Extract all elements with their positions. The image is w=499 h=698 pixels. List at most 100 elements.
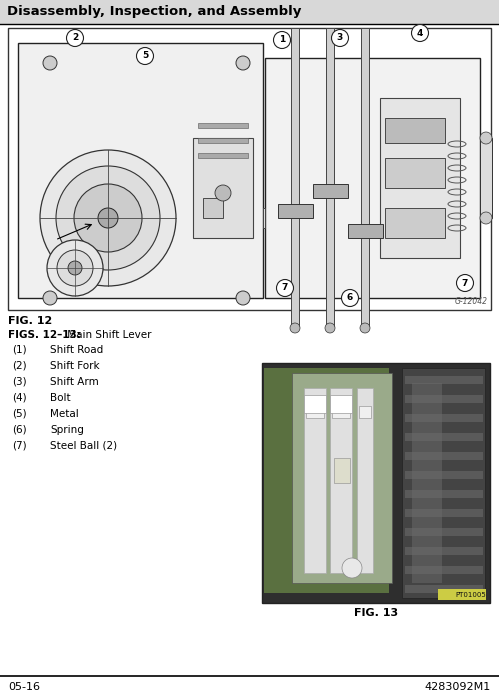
Bar [203, 198, 223, 218]
Circle shape [480, 132, 492, 144]
Circle shape [236, 56, 250, 70]
Circle shape [412, 24, 429, 41]
Bar [405, 395, 483, 403]
Bar [402, 368, 485, 598]
Bar [438, 589, 486, 600]
Bar [304, 395, 326, 413]
Bar [198, 138, 248, 143]
Text: (1): (1) [12, 345, 26, 355]
Circle shape [360, 323, 370, 333]
Bar [405, 376, 483, 384]
Text: 7: 7 [282, 283, 288, 292]
Text: Metal: Metal [50, 409, 79, 419]
Bar [313, 184, 348, 198]
Bar [198, 123, 248, 128]
Text: (5): (5) [12, 409, 26, 419]
Bar [359, 406, 371, 418]
Text: 7: 7 [462, 279, 468, 288]
Circle shape [341, 290, 358, 306]
Circle shape [43, 56, 57, 70]
Text: FIG. 13: FIG. 13 [354, 608, 398, 618]
Text: G-12042: G-12042 [455, 297, 488, 306]
Text: FIGS. 12–13:: FIGS. 12–13: [8, 330, 81, 340]
Circle shape [290, 323, 300, 333]
Bar [357, 388, 373, 573]
Bar [332, 406, 350, 418]
Bar [405, 509, 483, 517]
Text: Spring: Spring [50, 425, 84, 435]
Text: Bolt: Bolt [50, 393, 71, 403]
Bar [348, 224, 383, 238]
Circle shape [66, 29, 83, 47]
Bar [330, 395, 352, 413]
Text: (6): (6) [12, 425, 26, 435]
Text: Disassembly, Inspection, and Assembly: Disassembly, Inspection, and Assembly [7, 6, 301, 19]
Bar [0, 0, 499, 24]
Bar [385, 208, 445, 238]
Bar [262, 363, 490, 603]
Text: 5: 5 [142, 52, 148, 61]
Circle shape [57, 250, 93, 286]
Circle shape [68, 261, 82, 275]
Circle shape [137, 47, 154, 64]
Circle shape [276, 279, 293, 297]
Text: (2): (2) [12, 361, 26, 371]
Circle shape [273, 31, 290, 48]
Bar [405, 528, 483, 536]
Bar [385, 158, 445, 188]
Bar [405, 414, 483, 422]
Bar [361, 28, 369, 328]
Bar [405, 490, 483, 498]
Circle shape [40, 150, 176, 286]
Text: 1: 1 [279, 36, 285, 45]
Text: PT01005: PT01005 [455, 592, 486, 598]
Text: (7): (7) [12, 441, 26, 451]
Circle shape [342, 558, 362, 578]
Circle shape [457, 274, 474, 292]
Bar [264, 368, 389, 593]
Bar [330, 388, 352, 573]
Text: Shift Arm: Shift Arm [50, 377, 99, 387]
Bar [278, 204, 313, 218]
Text: Steel Ball (2): Steel Ball (2) [50, 441, 117, 451]
Bar [263, 208, 265, 228]
Bar [405, 547, 483, 555]
Bar [405, 566, 483, 574]
Bar [198, 153, 248, 158]
Text: 2: 2 [72, 34, 78, 43]
Bar [18, 43, 263, 298]
Bar [412, 383, 442, 583]
Circle shape [74, 184, 142, 252]
Text: Main Shift Lever: Main Shift Lever [64, 330, 152, 340]
Circle shape [215, 185, 231, 201]
Circle shape [47, 240, 103, 296]
Text: Shift Road: Shift Road [50, 345, 103, 355]
Bar [405, 452, 483, 460]
Text: (3): (3) [12, 377, 26, 387]
Text: 4283092M1: 4283092M1 [425, 682, 491, 692]
Text: Shift Fork: Shift Fork [50, 361, 100, 371]
Bar [304, 388, 326, 573]
Bar [265, 58, 480, 298]
Bar [334, 458, 350, 483]
Bar [405, 585, 483, 593]
Bar [306, 406, 324, 418]
Text: 6: 6 [347, 293, 353, 302]
Circle shape [480, 212, 492, 224]
Bar [480, 138, 492, 218]
Text: 05-16: 05-16 [8, 682, 40, 692]
Text: FIG. 12: FIG. 12 [8, 316, 52, 326]
Bar [8, 28, 491, 310]
Bar [405, 471, 483, 479]
Circle shape [56, 166, 160, 270]
Text: 4: 4 [417, 29, 423, 38]
Bar [405, 433, 483, 441]
Text: 3: 3 [337, 34, 343, 43]
Circle shape [331, 29, 348, 47]
Circle shape [236, 291, 250, 305]
Circle shape [43, 291, 57, 305]
Circle shape [98, 208, 118, 228]
Bar [385, 118, 445, 143]
Circle shape [325, 323, 335, 333]
Bar [292, 373, 392, 583]
